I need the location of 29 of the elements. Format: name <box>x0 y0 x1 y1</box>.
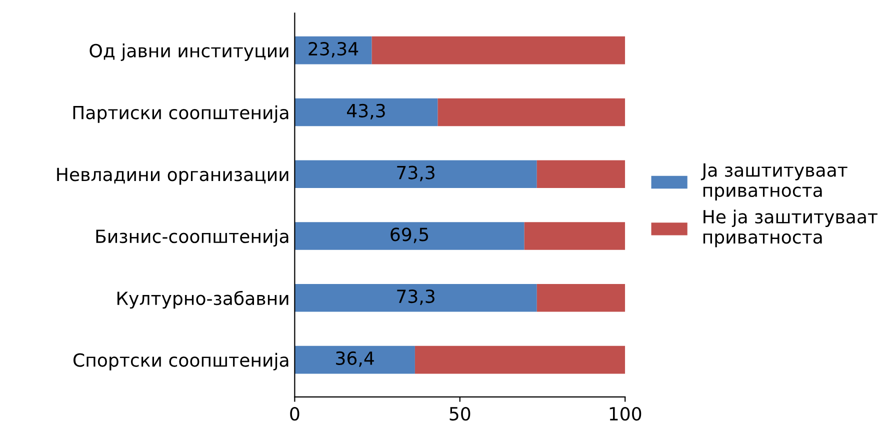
data-label: 73,3 <box>397 166 434 182</box>
bar <box>438 98 626 126</box>
data-label: 43,3 <box>347 104 385 120</box>
x-tick-label: 0 <box>290 406 300 421</box>
bar <box>294 36 372 64</box>
bar <box>414 346 626 374</box>
y-tick-label: Од јавни институции <box>90 44 288 61</box>
bar <box>294 222 524 250</box>
y-tick-label: Невладини организации <box>57 168 288 185</box>
legend-label: Ја заштитуваат приватноста <box>700 163 848 201</box>
data-label: 23,34 <box>308 42 358 58</box>
bar <box>294 346 415 374</box>
y-tick-label: Спортски соопштенија <box>74 352 288 370</box>
y-tick-label: Партиски соопштенија <box>73 105 288 123</box>
data-label: 36,4 <box>336 351 374 367</box>
y-tick-label: Културно-забавни <box>117 290 288 309</box>
bar <box>294 284 537 312</box>
bar <box>536 284 626 312</box>
data-label: 69,5 <box>390 228 428 244</box>
y-tick-label: Бизнис-соопштенија <box>96 229 288 247</box>
legend-label: Не ја заштитуваат приватноста <box>703 210 878 248</box>
bar <box>294 98 438 126</box>
data-label: 73,3 <box>397 289 434 305</box>
bar <box>524 222 626 250</box>
bar <box>372 36 626 64</box>
bar <box>536 160 626 188</box>
x-tick-label: 100 <box>610 406 642 421</box>
x-tick-label: 50 <box>450 406 470 421</box>
bar <box>294 160 537 188</box>
